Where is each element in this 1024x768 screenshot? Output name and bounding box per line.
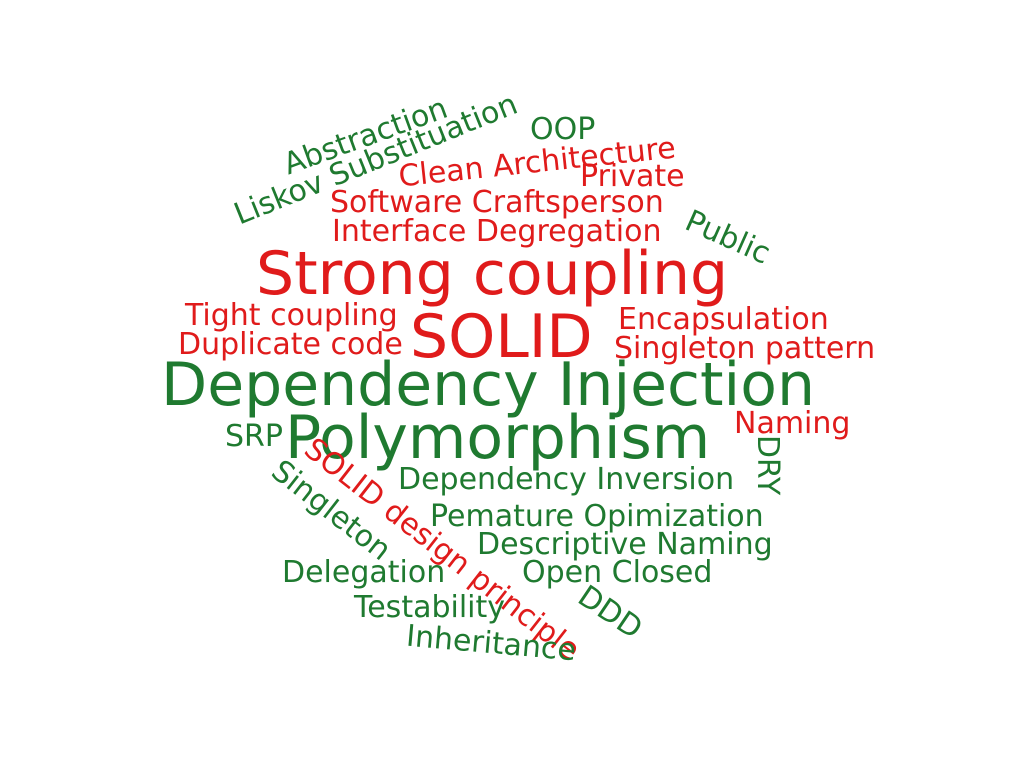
word-polymorphism: Polymorphism <box>285 403 711 473</box>
word-duplicate-code: Duplicate code <box>178 327 403 362</box>
word-software-craftsperson: Software Craftsperson <box>330 185 664 220</box>
word-naming: Naming <box>734 406 851 441</box>
word-singleton-pattern: Singleton pattern <box>614 331 876 366</box>
word-open-closed: Open Closed <box>522 555 713 590</box>
word-srp: SRP <box>225 419 283 454</box>
word-solid: SOLID <box>410 302 593 372</box>
word-tight-coupling: Tight coupling <box>185 298 398 333</box>
word-testability: Testability <box>354 590 506 625</box>
word-interface-degregation: Interface Degregation <box>332 214 662 249</box>
word-private: Private <box>580 159 685 194</box>
word-descriptive-naming: Descriptive Naming <box>477 527 773 562</box>
word-encapsulation: Encapsulation <box>618 302 829 337</box>
word-strong-coupling: Strong coupling <box>256 239 729 309</box>
word-dependency-inversion: Dependency Inversion <box>398 462 735 497</box>
word-delegation: Delegation <box>282 555 446 590</box>
word-oop: OOP <box>530 112 596 147</box>
word-dry: DRY <box>750 434 786 496</box>
word-pemature-opimization: Pemature Opimization <box>430 499 764 534</box>
word-dependency-injection: Dependency Injection <box>161 350 815 420</box>
word-ddd: DDD <box>571 578 649 647</box>
